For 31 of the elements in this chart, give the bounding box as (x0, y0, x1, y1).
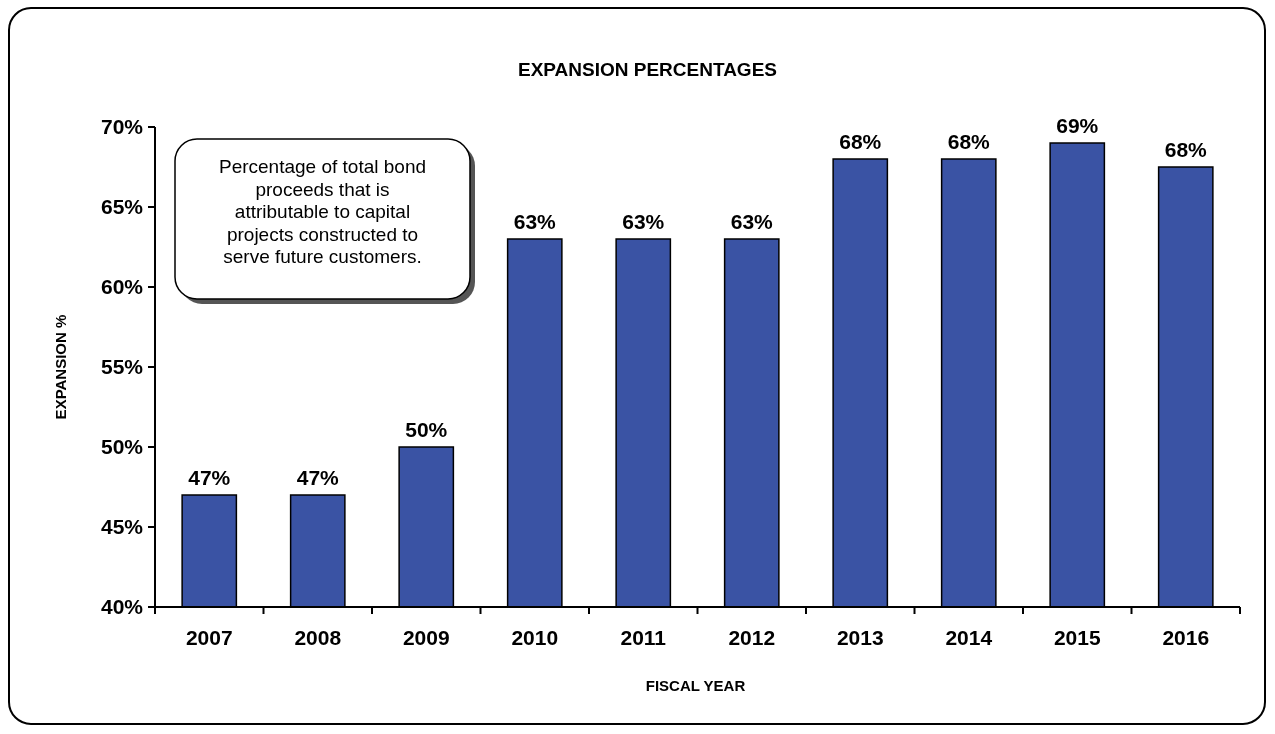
x-tick-label: 2012 (728, 626, 776, 649)
x-tick-label: 2015 (1053, 626, 1101, 649)
data-label: 63% (730, 210, 774, 233)
data-label: 63% (622, 210, 665, 233)
x-tick-label: 2016 (1162, 626, 1210, 649)
x-tick-label: 2008 (294, 626, 342, 649)
y-tick-label: 65% (100, 195, 144, 219)
data-label: 63% (513, 210, 557, 233)
x-tick-label: 2007 (185, 626, 233, 649)
x-tick-label: 2013 (836, 626, 884, 649)
y-tick-label: 45% (100, 515, 144, 539)
data-label: 68% (947, 130, 991, 153)
x-tick-label: 2011 (620, 626, 667, 649)
data-label: 50% (405, 418, 448, 441)
x-tick-label: 2010 (511, 626, 559, 649)
y-tick-label: 50% (100, 435, 144, 459)
x-tick-label: 2009 (402, 626, 450, 649)
data-label: 47% (188, 466, 231, 489)
y-tick-label: 60% (100, 275, 144, 299)
chart-title: EXPANSION PERCENTAGES (517, 59, 778, 80)
y-tick-label: 55% (100, 355, 144, 379)
y-tick-label: 70% (100, 115, 144, 139)
y-tick-label: 40% (100, 595, 144, 619)
x-tick-label: 2014 (945, 626, 993, 649)
x-axis-title: FISCAL YEAR (645, 677, 746, 694)
data-label: 68% (839, 130, 882, 153)
y-axis-title: EXPANSION % (52, 314, 69, 420)
data-label: 69% (1056, 114, 1099, 137)
annotation: Percentage of total bond proceeds that is attributable to capital projects constructed to serve future customers. (218, 156, 427, 267)
data-label: 47% (296, 466, 340, 489)
data-label: 68% (1164, 138, 1208, 161)
